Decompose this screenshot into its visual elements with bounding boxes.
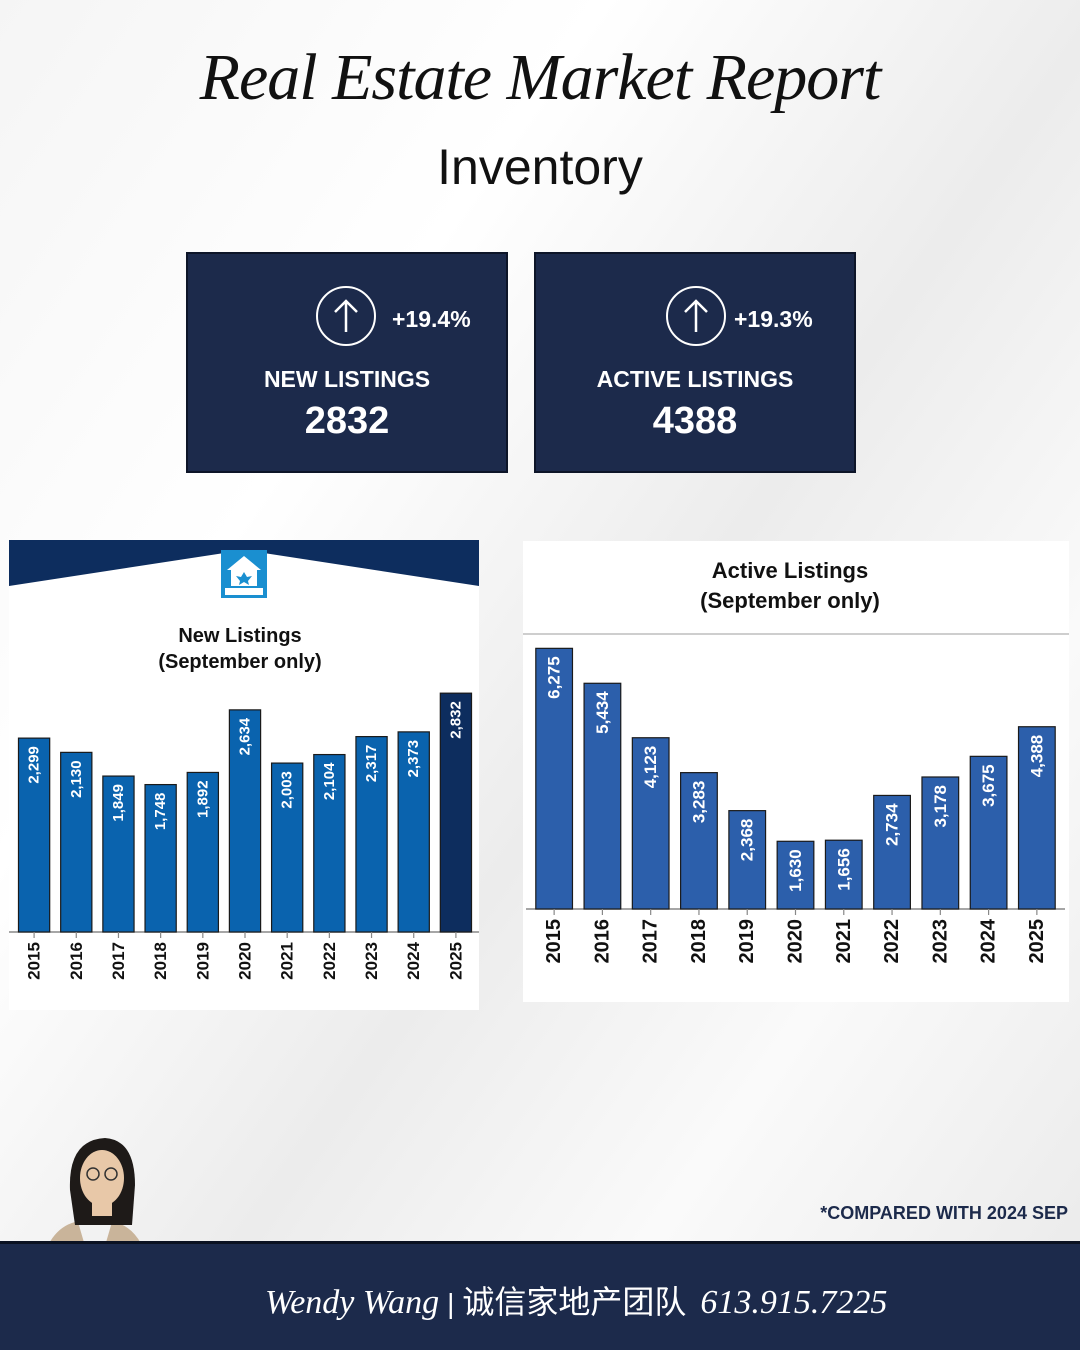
x-tick-label: 2023: [362, 942, 381, 980]
x-tick-label: 2020: [785, 919, 807, 964]
bar-2025: [439, 692, 473, 933]
footer-separator: |: [447, 1288, 455, 1319]
bar-2018: [144, 783, 177, 933]
new-listings-card: +19.4% NEW LISTINGS 2832: [186, 252, 508, 473]
bar-value-label: 2,130: [68, 760, 85, 798]
chart-title: New Listings: [178, 625, 301, 647]
bar-2023: [921, 776, 960, 910]
page-title: Real Estate Market Report: [199, 41, 882, 114]
bar-2024: [397, 731, 430, 933]
new-listings-change: +19.4%: [392, 306, 471, 332]
chart-subtitle: (September only): [700, 588, 880, 613]
bar-value-label: 3,283: [689, 781, 708, 824]
bar-value-label: 5,434: [593, 691, 612, 734]
bar-value-label: 1,656: [834, 848, 853, 891]
bar-2020: [228, 709, 262, 933]
bar-2017: [102, 775, 135, 933]
x-tick-label: 2024: [404, 941, 423, 979]
chart-subtitle: (September only): [158, 651, 321, 673]
bar-2020: [776, 840, 815, 910]
x-tick-label: 2022: [881, 919, 903, 964]
x-tick-label: 2023: [929, 919, 951, 964]
bar-value-label: 4,388: [1027, 735, 1046, 778]
bar-2022: [313, 753, 346, 933]
active-listings-value: 4388: [652, 400, 738, 442]
x-tick-label: 2021: [833, 919, 855, 964]
bar-value-label: 2,003: [279, 771, 296, 809]
agent-phone: 613.915.7225: [700, 1284, 888, 1321]
x-tick-label: 2020: [236, 942, 255, 980]
bar-value-label: 1,892: [194, 780, 211, 818]
x-tick-label: 2018: [688, 919, 710, 964]
new-listings-label: NEW LISTINGS: [263, 366, 431, 392]
x-tick-label: 2019: [736, 919, 758, 964]
bar-value-label: 1,748: [152, 793, 169, 831]
page-subtitle: Inventory: [437, 139, 643, 195]
x-tick-label: 2017: [109, 942, 128, 980]
footer-bar: Wendy Wang | 诚信家地产团队 613.915.7225: [0, 1241, 1080, 1350]
new-listings-chart-panel: New Listings (September only) 2,299 2015 2…: [9, 540, 479, 1010]
ottawa-logo: [221, 550, 267, 598]
bar-value-label: 2,634: [237, 717, 254, 755]
bar-2019: [728, 810, 767, 910]
x-tick-label: 2025: [446, 942, 465, 980]
active-listings-change: +19.3%: [734, 306, 813, 332]
bar-value-label: 1,630: [786, 849, 805, 892]
comparison-note: *COMPARED WITH 2024 SEP: [820, 1203, 1068, 1223]
x-tick-label: 2024: [978, 918, 1000, 963]
bar-value-label: 3,178: [931, 785, 950, 828]
bar-2025: [1017, 726, 1056, 910]
x-tick-label: 2015: [25, 942, 44, 980]
x-tick-label: 2021: [278, 942, 297, 980]
agent-name: Wendy Wang: [265, 1284, 440, 1321]
bar-value-label: 2,104: [321, 762, 338, 800]
new-listings-chart: New Listings (September only) 2,299 2015 2…: [9, 540, 479, 980]
x-tick-label: 2015: [543, 919, 565, 964]
x-tick-label: 2025: [1026, 919, 1048, 964]
x-tick-label: 2019: [193, 942, 212, 980]
bar-value-label: 2,373: [405, 740, 422, 778]
bar-2022: [873, 794, 911, 910]
bar-value-label: 2,832: [447, 701, 464, 739]
x-tick-label: 2016: [591, 919, 613, 964]
chart-title: Active Listings: [712, 558, 868, 583]
bar-value-label: 4,123: [641, 746, 660, 789]
bar-2019: [186, 771, 220, 933]
x-tick-label: 2018: [151, 942, 170, 980]
bar-2016: [583, 682, 622, 910]
active-listings-label: ACTIVE LISTINGS: [596, 366, 794, 392]
arrow-up-circle-icon: [316, 286, 376, 346]
bar-value-label: 1,849: [110, 784, 127, 822]
bar-2024: [969, 755, 1008, 910]
arrow-up-circle-icon: [666, 286, 726, 346]
bar-value-label: 2,734: [883, 803, 902, 846]
bar-2017: [631, 737, 670, 910]
bar-2016: [60, 751, 93, 933]
bar-value-label: 2,317: [363, 745, 380, 783]
bar-2018: [680, 772, 718, 910]
active-listings-card: +19.3% ACTIVE LISTINGS 4388: [534, 252, 856, 473]
team-name: 诚信家地产团队: [462, 1284, 687, 1320]
x-tick-label: 2017: [640, 919, 662, 964]
bar-value-label: 2,299: [26, 746, 43, 784]
bar-2021: [824, 839, 863, 910]
x-tick-label: 2022: [320, 942, 339, 980]
bar-value-label: 2,368: [738, 819, 757, 862]
bar-value-label: 6,275: [545, 656, 564, 699]
new-listings-value: 2832: [304, 400, 390, 442]
active-listings-chart: Active Listings (September only) 6,275 20…: [523, 558, 1069, 964]
active-listings-chart-panel: Active Listings (September only) 6,275 20…: [523, 541, 1069, 1002]
chart-header-band: [9, 540, 479, 586]
footer-contact: Wendy Wang | 诚信家地产团队 613.915.7225: [265, 1277, 887, 1323]
bar-2023: [355, 735, 388, 933]
bar-value-label: 3,675: [979, 764, 998, 807]
x-tick-label: 2016: [67, 942, 86, 980]
bar-2015: [535, 647, 574, 910]
